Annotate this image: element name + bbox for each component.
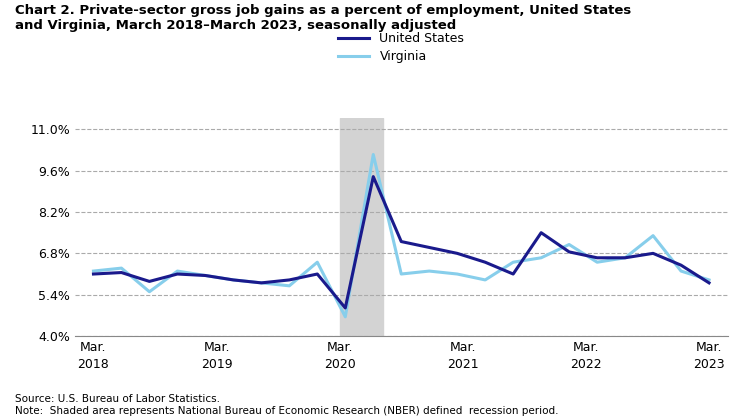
Bar [340,118,382,336]
Text: Source: U.S. Bureau of Labor Statistics.
Note:  Shaded area represents National : Source: U.S. Bureau of Labor Statistics.… [15,394,559,416]
Legend: United States, Virginia: United States, Virginia [338,32,464,63]
Text: Chart 2. Private-sector gross job gains as a percent of employment, United State: Chart 2. Private-sector gross job gains … [15,4,632,32]
